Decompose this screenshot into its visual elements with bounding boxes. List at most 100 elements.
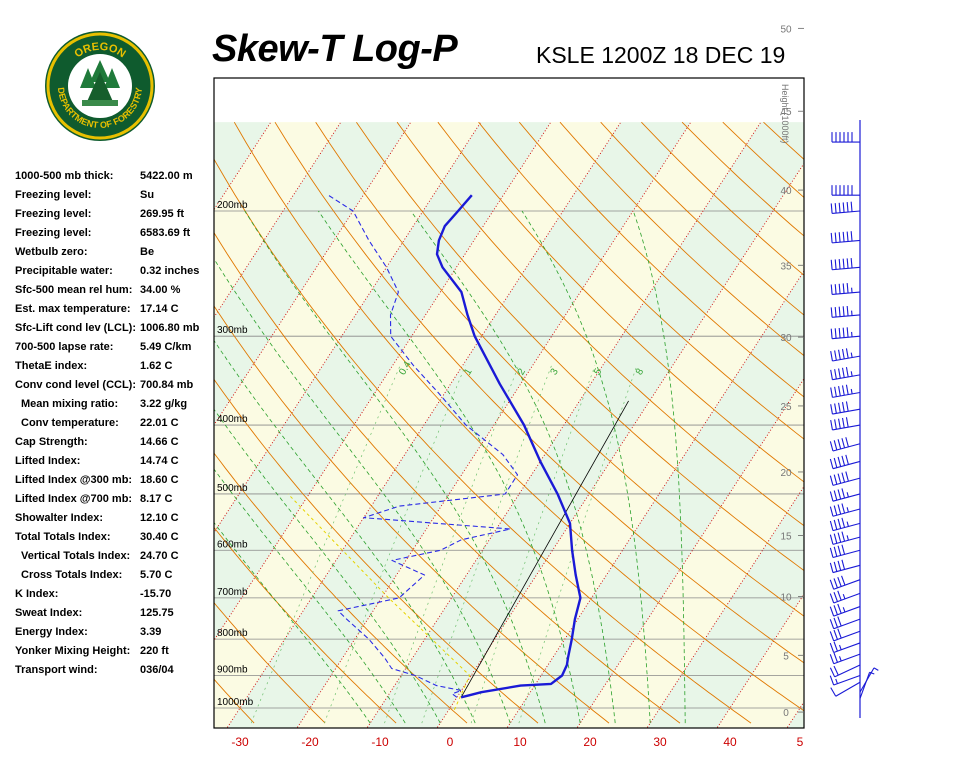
wind-barb-flag [834,328,837,339]
wind-barb [830,201,861,214]
wind-barb-flag [830,351,833,362]
mixing-ratio-line [250,365,401,724]
wind-barb-flag [833,561,838,572]
index-row: Mean mixing ratio: 3.22 g/kg [15,398,215,417]
wind-barb [859,671,875,699]
wind-barb-shaft [832,355,861,362]
wind-barb [829,454,861,470]
wind-barb-flag [837,590,842,601]
wind-barb-flag [830,369,833,380]
wind-barb [829,652,861,665]
isotherm-line [0,122,61,737]
wind-barb [829,628,861,642]
index-row: Energy Index: 3.39 [15,626,215,645]
index-row: Freezing level: 269.95 ft [15,208,215,227]
index-label: Est. max temperature: [15,303,131,315]
axis-labels: 200mb 300mb 400mb 500mb 600mb 700mb 800mb 900mb… [217,24,804,749]
index-row: Conv cond level (CCL): 700.84 mb [15,379,215,398]
wind-barb-flag [841,575,846,586]
wind-barb-flag [846,492,849,498]
wind-barb-flag [841,517,846,528]
isotherm-line [226,121,622,728]
wind-barb [829,517,861,532]
mixing-ratio-label: 5 [592,366,605,377]
background-band [0,122,61,737]
wind-barb-flag [838,402,841,413]
wind-barb [829,544,861,559]
wind-barb [829,471,861,486]
background-band [717,594,804,728]
wind-barb-shaft [859,667,875,693]
isotherm-line [296,121,692,728]
wind-barb-flag [838,644,842,650]
wind-barb-shaft [834,664,861,678]
mixing-ratio-label: 8 [634,366,647,377]
index-row: Conv temperature: 22.01 C [15,417,215,436]
wind-barb-flag [838,283,841,294]
index-label: Precipitable water: [15,265,113,277]
temperature-tick-label: 30 [653,735,667,749]
index-row: Total Totals Index: 30.40 C [15,531,215,550]
dry-adiabat-line [315,121,804,617]
index-row: ThetaE index: 1.62 C [15,360,215,379]
index-row: Yonker Mixing Height: 220 ft [15,645,215,664]
wind-barb-flag [830,284,833,295]
index-row: Freezing level: Su [15,189,215,208]
wind-barb-flag [833,652,838,663]
wind-barb-shaft [832,508,861,517]
index-value: 0.32 inches [140,265,200,277]
svg-text:OREGON: OREGON [72,41,127,61]
wind-barb-shaft [832,291,861,296]
wind-barb-flag [841,531,846,542]
index-label: Lifted Index @300 mb: [15,474,133,486]
background-bands [0,122,960,737]
wind-barb-flag [838,232,841,243]
index-row: Est. max temperature: 17.14 C [15,303,215,322]
background-band [851,122,960,737]
wind-barb [829,559,861,574]
index-label: Sweat Index: [15,607,83,619]
wind-barb-flag [833,605,838,615]
wind-barb-flag [829,534,834,545]
wind-barb-shaft [833,642,861,654]
wind-barb-flag [841,488,846,499]
wind-barb-flag [842,283,845,294]
wind-barb [829,641,861,654]
index-value: 3.39 [140,626,162,638]
wind-barb [829,503,861,517]
index-label: Freezing level: [15,227,92,239]
moist-adiabat-line [214,258,511,724]
wind-barb [829,437,861,452]
index-value: 22.01 C [140,417,179,429]
wind-barb-flag [837,628,842,639]
wind-barb-flag [841,438,846,449]
height-tick-label: 5 [783,651,789,662]
wind-barb-flag [838,202,841,213]
wind-barb-flag [833,505,838,516]
oregon-forestry-logo: OREGON DEPARTMENT OF FORESTRY [45,31,155,141]
wind-barb-flag [846,283,849,294]
wind-barb [830,401,861,415]
plot-frame [213,77,805,729]
dry-adiabat-line [437,121,804,483]
dry-adiabat-line [214,378,539,724]
index-value: 220 ft [140,645,169,657]
stability-indices-list: 1000-500 mb thick: 5422.00 m Freezing leve… [15,170,215,683]
wind-barb [830,231,861,244]
wind-barb-flag [850,388,853,394]
wind-barb [830,305,861,318]
wind-barb-flag [841,559,846,570]
wind-barb-flag [833,457,838,468]
dry-adiabat-line [214,305,610,724]
logo-top-text: OREGON [72,41,127,61]
wind-barb-flag [873,667,879,671]
wind-barb-flag [837,439,842,450]
index-value: 5.70 C [140,569,173,581]
wind-barb-flag [829,619,835,629]
index-row: Lifted Index @700 mb: 8.17 C [15,493,215,512]
dry-adiabat-line [396,121,804,527]
wind-barb-shaft [833,653,861,665]
wind-barb-shaft [832,522,861,532]
wind-barb [830,327,861,340]
isotherm-line [214,121,552,642]
